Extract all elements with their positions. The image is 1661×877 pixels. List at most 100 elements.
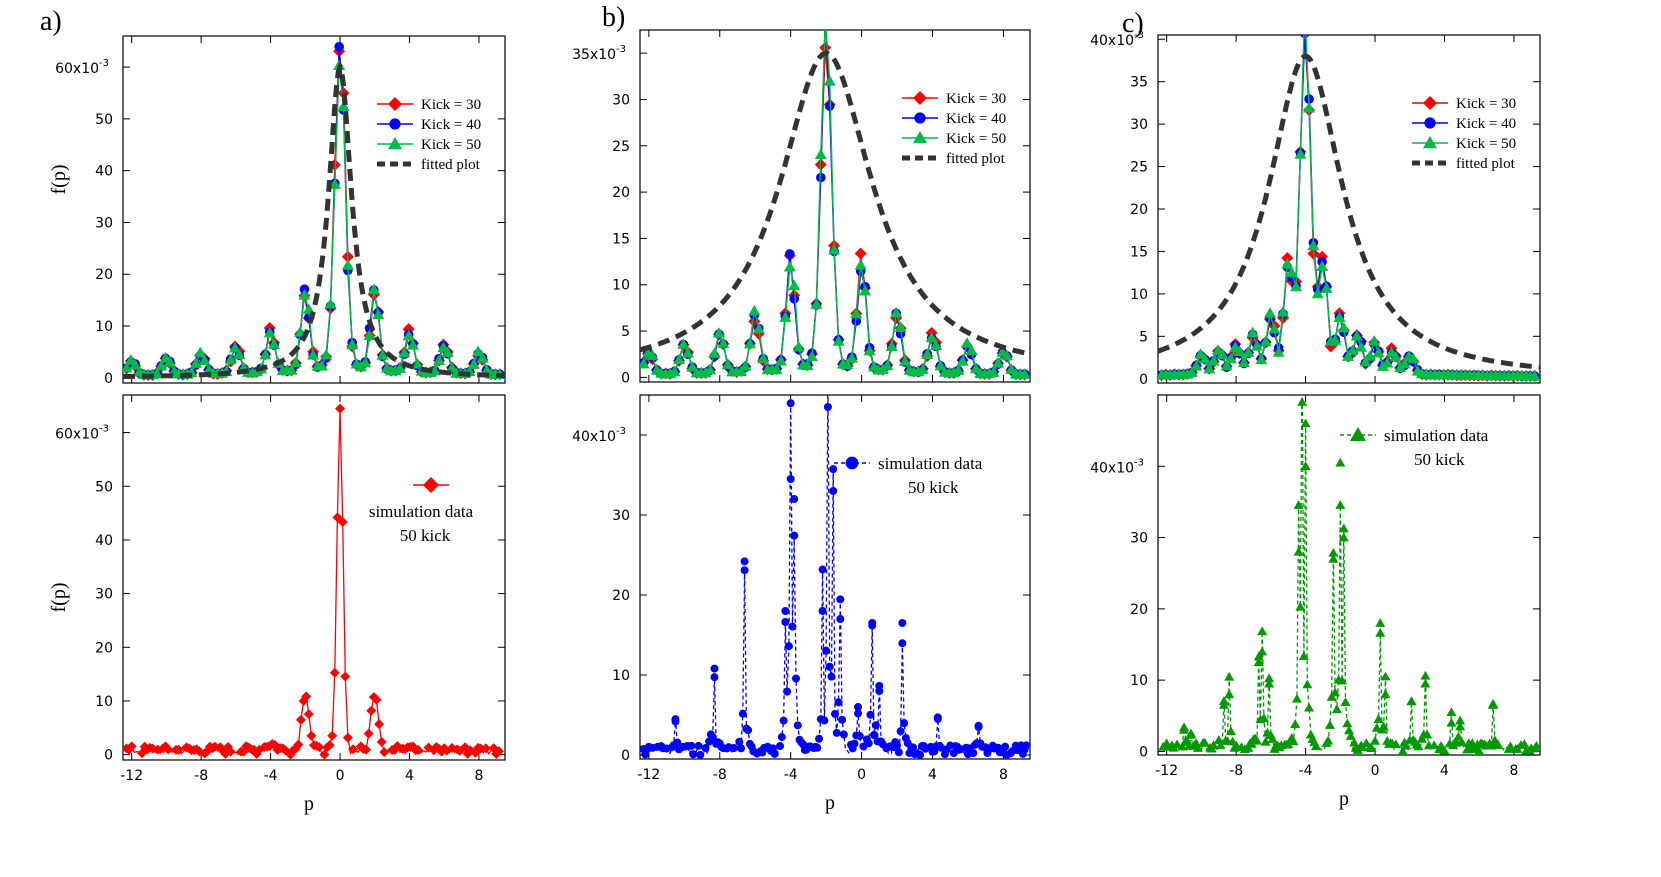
y-scale-label: 40x10-3 <box>1090 457 1144 476</box>
data-point-triangle <box>774 355 787 366</box>
data-point-triangle <box>1349 737 1360 747</box>
data-point-circle <box>671 717 680 726</box>
legend-label: Kick = 50 <box>421 137 481 153</box>
data-point-circle <box>673 738 682 747</box>
data-point-triangle <box>1215 740 1226 750</box>
data-point-triangle <box>814 148 827 160</box>
data-point-triangle <box>712 327 725 338</box>
legend-label: Kick = 50 <box>1456 136 1516 152</box>
data-point-diamond <box>388 97 402 111</box>
data-point-triangle <box>433 354 446 365</box>
plot-area <box>640 30 1030 381</box>
data-point-circle <box>893 741 902 750</box>
data-point-triangle <box>992 357 1005 368</box>
plot-area <box>1158 342 1540 755</box>
data-point-circle <box>389 118 401 130</box>
data-point-diamond <box>303 709 314 720</box>
data-point-circle <box>784 249 795 259</box>
y-tick-label: 0 <box>104 371 113 387</box>
legend-label: Kick = 40 <box>946 111 1006 127</box>
data-point-triangle <box>1493 740 1504 749</box>
data-point-triangle <box>770 363 783 375</box>
data-point-triangle <box>1505 741 1516 751</box>
data-point-triangle <box>1305 729 1316 739</box>
data-point-triangle <box>1329 334 1342 345</box>
data-point-circle <box>737 744 746 753</box>
data-point-triangle <box>359 356 372 368</box>
data-point-triangle <box>1320 282 1333 293</box>
data-point-triangle <box>1350 330 1363 341</box>
data-point-circle <box>781 607 790 615</box>
panel-label: c) <box>1122 8 1144 39</box>
data-point-triangle <box>1253 657 1264 667</box>
plot-area <box>123 41 505 381</box>
y-tick-label: 0 <box>1139 744 1148 760</box>
data-point-triangle <box>788 279 801 291</box>
data-point-diamond <box>361 744 372 755</box>
data-point-diamond <box>342 732 353 743</box>
data-point-triangle <box>1297 342 1307 351</box>
y-scale-exp: -3 <box>99 58 109 69</box>
data-point-triangle <box>1251 735 1262 745</box>
data-point-triangle <box>1259 335 1272 347</box>
data-point-circle <box>701 743 710 752</box>
data-point-triangle <box>1316 260 1329 271</box>
y-tick-label: 10 <box>1130 287 1148 303</box>
data-point-circle <box>868 619 877 627</box>
data-point-circle <box>823 403 832 411</box>
data-point-triangle <box>708 347 721 358</box>
panel-c-bottom: 0 10 20 30 40x10-3 -12 -8 -4 0 4 8 p simulation data… <box>1090 342 1541 810</box>
data-point-triangle <box>328 178 341 189</box>
data-point-triangle <box>467 358 480 369</box>
data-point-triangle <box>129 358 142 370</box>
data-point-triangle <box>1216 348 1229 360</box>
data-point-diamond <box>379 747 390 758</box>
y-tick-label: 30 <box>95 587 113 603</box>
data-point-triangle <box>1397 746 1408 755</box>
data-point-triangle <box>934 359 947 371</box>
data-point-triangle <box>1345 731 1356 740</box>
data-point-triangle <box>681 346 694 358</box>
data-point-triangle <box>372 308 385 320</box>
data-point-diamond <box>480 743 491 754</box>
y-scale-exp: -3 <box>1134 457 1144 468</box>
data-point-triangle <box>1323 735 1334 745</box>
data-point-triangle <box>393 362 406 373</box>
data-point-triangle <box>739 360 752 371</box>
y-scale-label: 35x10-3 <box>572 44 626 63</box>
data-point-triangle <box>1344 725 1354 735</box>
fitted-plot-line <box>123 59 505 380</box>
data-point-triangle <box>1203 362 1216 374</box>
x-tick-label: -12 <box>1155 763 1178 779</box>
series-line <box>1161 395 1538 754</box>
data-point-triangle <box>1258 713 1269 722</box>
x-tick-label: 0 <box>336 768 345 784</box>
y-tick-label: 30 <box>1130 117 1148 133</box>
y-tick-label: 10 <box>612 278 630 294</box>
data-point-triangle <box>1257 626 1268 636</box>
data-point-triangle <box>1192 743 1203 752</box>
data-point-triangle <box>1359 356 1372 367</box>
data-point-triangle <box>810 298 823 309</box>
data-point-diamond <box>301 691 312 702</box>
data-point-triangle <box>1330 687 1341 697</box>
data-point-triangle <box>921 348 934 360</box>
data-point-triangle <box>1380 671 1391 681</box>
data-point-diamond <box>371 694 382 705</box>
data-point-diamond <box>337 517 348 528</box>
x-tick-label: -8 <box>713 767 727 783</box>
data-point-triangle <box>1381 357 1394 368</box>
y-tick-label: 30 <box>612 508 630 524</box>
data-point-triangle <box>721 358 734 370</box>
data-point-triangle <box>863 344 876 356</box>
y-tick-label: 0 <box>621 370 630 386</box>
data-point-diamond <box>413 744 424 755</box>
data-point-triangle <box>1290 280 1303 292</box>
legend-label: Kick = 30 <box>946 91 1006 107</box>
y-tick-label: 5 <box>1139 329 1148 345</box>
data-point-circle <box>781 618 790 627</box>
y-axis-label: f(p) <box>48 583 70 613</box>
data-point-triangle <box>1372 346 1385 358</box>
data-point-triangle <box>402 329 415 341</box>
data-point-triangle <box>823 75 836 86</box>
